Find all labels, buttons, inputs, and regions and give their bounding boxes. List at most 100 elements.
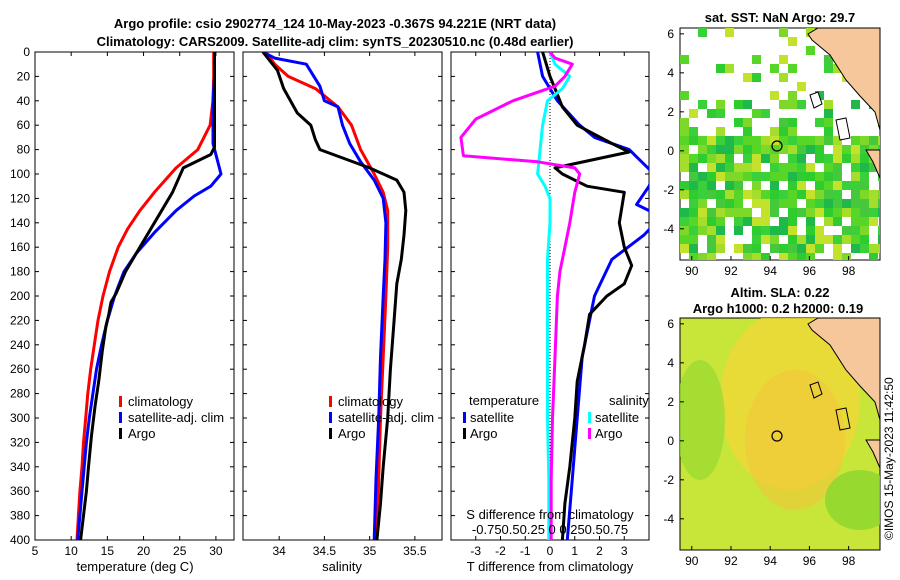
sst-cell [869,190,878,199]
legend-swatch-t-argo [463,428,466,439]
map-x-tick-label: 96 [803,264,817,278]
map-y-tick-label: -2 [663,183,674,197]
x-tick-label: 25 [173,544,187,558]
temperature-panel [34,51,235,541]
sst-cell [689,199,698,208]
island [809,91,823,109]
sst-cell [680,217,689,226]
sst-cell [860,145,869,154]
map-y-tick-label: 0 [667,144,674,158]
sst-cell [806,208,815,217]
sst-cell [869,163,878,172]
x-tick-label: -3 [470,544,481,558]
sst-cell [716,127,725,136]
legend-header-temperature: temperature [469,393,539,408]
sst-cell [851,208,860,217]
sst-cell [815,136,824,145]
sst-cell [869,244,878,253]
map-x-tick-label: 90 [685,264,699,278]
sst-cell [851,172,860,181]
legend-s-satellite: satellite [595,410,639,425]
sst-cell [689,163,698,172]
sst-cell [689,181,698,190]
sst-cell [680,244,689,253]
series-line-argo [261,52,408,540]
x-tick-label: 30 [209,544,223,558]
sst-cell [842,154,851,163]
sst-cell [770,154,779,163]
sst-cell [680,226,689,235]
sst-cell [716,100,725,109]
sst-cell [860,136,869,145]
x-tick-label: 5 [32,544,39,558]
sst-cell [752,181,761,190]
legend-swatch-s-satellite [588,412,591,423]
sst-cell [734,190,743,199]
map-y-tick-label: 0 [667,434,674,448]
sst-cell [842,235,851,244]
sst-cell [797,136,806,145]
sst-cell [788,91,797,100]
sst-cell [743,118,752,127]
sst-cell [725,172,734,181]
sst-cell [797,253,806,260]
depth-tick-label: 220 [10,313,30,327]
x-tick-label: 34.5 [313,544,337,558]
sst-cell [716,172,725,181]
sst-cell [707,190,716,199]
sst-cell [824,235,833,244]
legend-s-argo: Argo [595,426,622,441]
sst-cell [833,181,842,190]
sst-cell [779,145,788,154]
sst-cell [779,199,788,208]
sumatra-land-south [865,439,880,469]
sst-cell [860,199,869,208]
sst-cell [869,208,878,217]
difference-series [459,52,649,540]
sst-cell [779,226,788,235]
legend-swatch-t-satellite [463,412,466,423]
sst-cell [725,199,734,208]
sst-cell [860,190,869,199]
sst-cell [680,55,689,64]
sst-cell [869,199,878,208]
sst-cell [779,244,788,253]
sla-map-axes: 90 92 94 96 98 6 4 2 0 -2 -4 [663,317,855,568]
sst-cell [797,172,806,181]
panel-x-axes: 5 10 15 20 25 30 34 34.5 35 35.5 -3 -2 -1 0 1 2 3 [32,52,628,558]
sst-cell [680,118,689,127]
sst-cell [725,145,734,154]
sst-cell [698,28,707,37]
sst-cell [851,163,860,172]
sst-cell [797,82,806,91]
sst-cell [788,190,797,199]
sst-cell [833,172,842,181]
sst-map-axes: 90 92 94 96 98 6 4 2 0 -2 -4 [663,27,855,278]
sst-cell [707,145,716,154]
sst-cell [806,244,815,253]
sst-cell [770,127,779,136]
sst-cell [806,253,815,260]
sst-cell [851,217,860,226]
sst-cell [797,181,806,190]
sst-cell [689,172,698,181]
sst-cell [761,154,770,163]
sst-cell [779,28,788,37]
sst-cell [797,208,806,217]
sst-cell [707,235,716,244]
sst-cell [716,226,725,235]
sst-cell [851,181,860,190]
sst-cell [815,181,824,190]
sst-cell [752,226,761,235]
sst-cell [806,145,815,154]
sst-cell [824,172,833,181]
sst-cell [752,154,761,163]
sst-cell [806,172,815,181]
legend-swatch-s-argo [588,428,591,439]
map-x-tick-label: 92 [724,264,738,278]
sst-cell [806,217,815,226]
title-line-1: Argo profile: csio 2902774_124 10-May-20… [114,16,556,31]
sla-map-title-2: Argo h1000: 0.2 h2000: 0.19 [693,301,864,316]
sst-cell [833,190,842,199]
sst-cell [824,181,833,190]
